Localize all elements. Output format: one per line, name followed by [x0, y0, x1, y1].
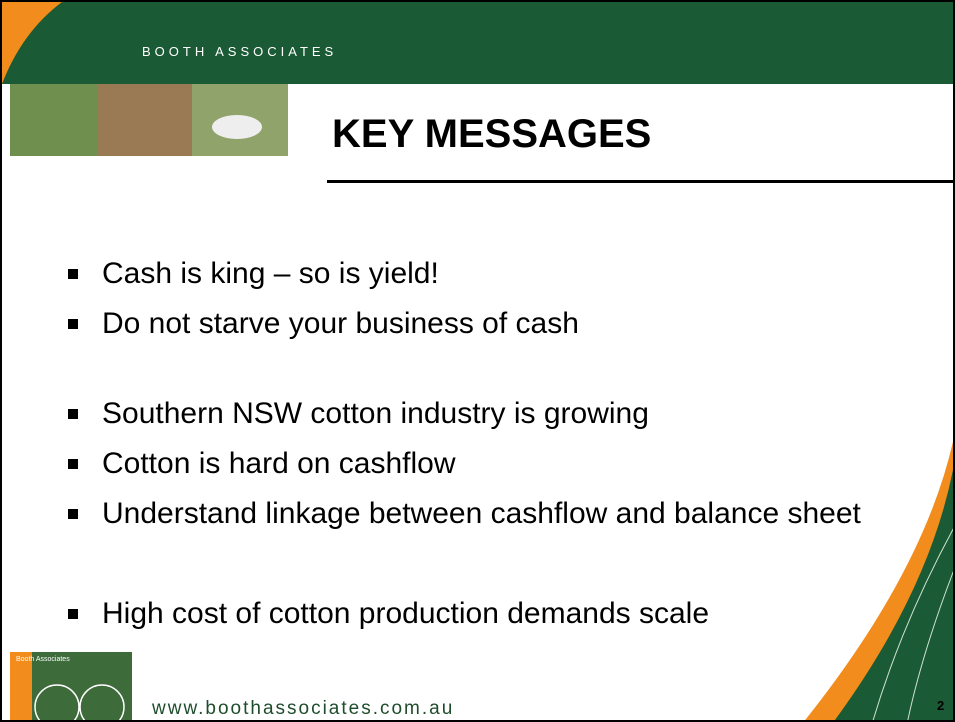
slide-title: KEY MESSAGES: [332, 112, 651, 157]
bullet-text: Do not starve your business of cash: [102, 300, 877, 348]
bullet-item: Cash is king – so is yield!: [68, 250, 878, 298]
header-band: [2, 2, 955, 84]
bullet-text: Understand linkage between cashflow and …: [102, 490, 877, 538]
title-rule: [327, 180, 955, 183]
bullet-text: High cost of cotton production demands s…: [102, 590, 877, 638]
bullet-text: Cash is king – so is yield!: [102, 250, 877, 298]
slide: BOOTH ASSOCIATES KEY MESSAGES Cash is ki…: [0, 0, 955, 722]
lamb: [212, 115, 262, 139]
bullet-item: Southern NSW cotton industry is growing: [68, 390, 878, 438]
bullet-item: Understand linkage between cashflow and …: [68, 490, 878, 538]
page-number: 2: [937, 698, 944, 713]
brand: BOOTH ASSOCIATES: [142, 44, 337, 59]
bullet-item: Do not starve your business of cash: [68, 300, 878, 348]
logo-label: Booth Associates: [16, 656, 70, 663]
bullet-text: Cotton is hard on cashflow: [102, 440, 877, 488]
bullet-item: Cotton is hard on cashflow: [68, 440, 878, 488]
bullet-text: Southern NSW cotton industry is growing: [102, 390, 877, 438]
footer-url: www.boothassociates.com.au: [152, 698, 454, 720]
photo-field: [98, 84, 192, 156]
photo-crop: [10, 84, 98, 156]
bullet-item: High cost of cotton production demands s…: [68, 590, 878, 638]
